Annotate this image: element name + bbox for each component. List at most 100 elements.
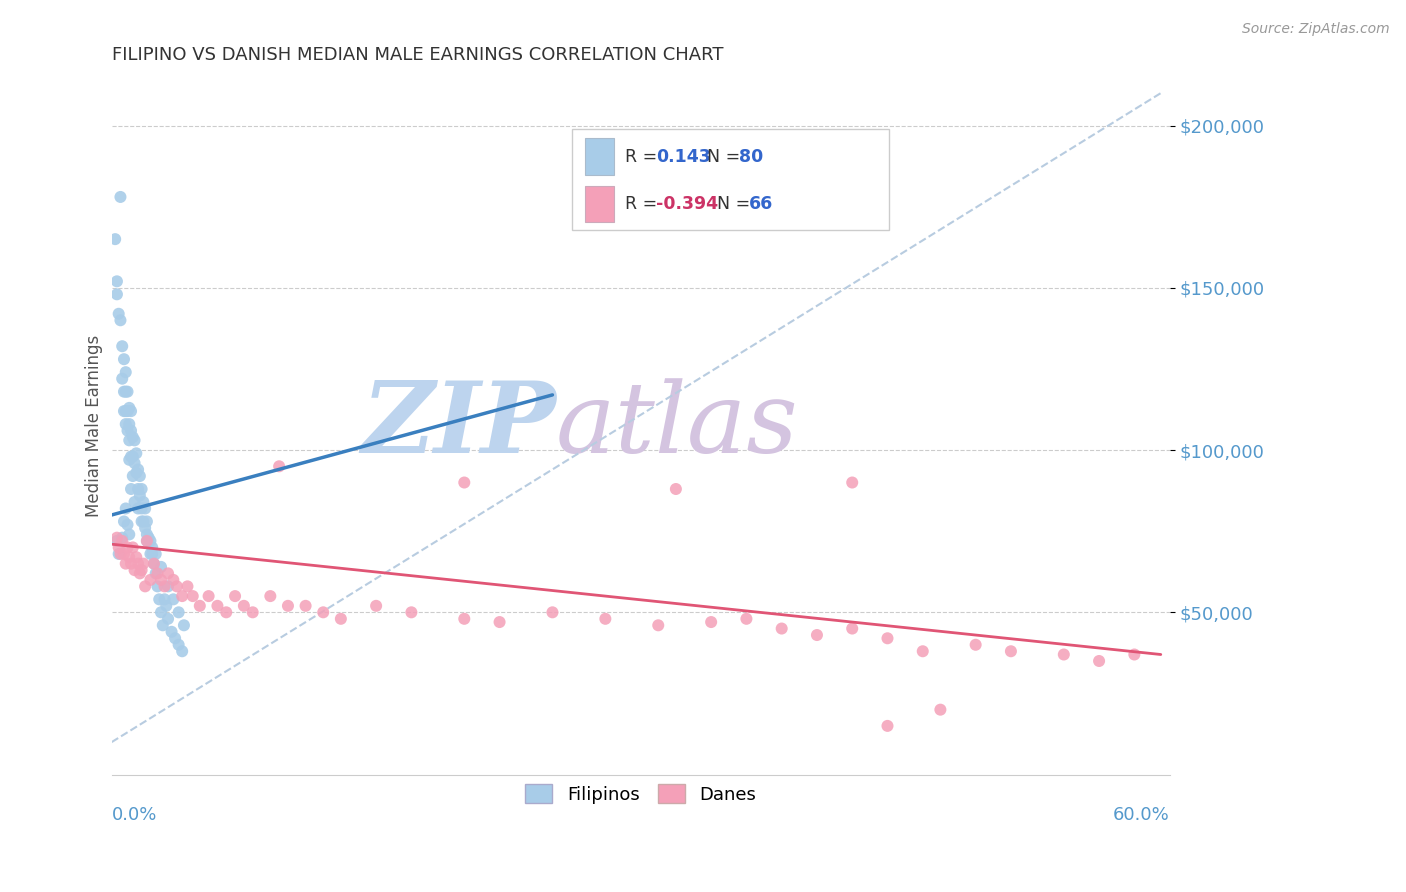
Point [157,579,180,593]
Point [112,404,135,418]
Text: N =: N = [717,195,755,213]
Point [105,287,128,301]
Point [876,632,898,646]
Point [112,352,135,367]
Point [138,531,160,545]
Point [181,589,204,603]
Point [117,384,139,399]
Bar [585,186,614,222]
Point [142,557,165,571]
Point [911,644,934,658]
Point [1088,654,1111,668]
Point [157,612,180,626]
Point [114,365,136,379]
Point [118,401,141,415]
Text: 80: 80 [740,147,763,166]
Text: R =: R = [624,195,662,213]
Point [117,517,139,532]
Point [242,605,264,619]
Point [112,384,135,399]
Point [112,515,135,529]
Y-axis label: Median Male Earnings: Median Male Earnings [86,334,103,516]
Text: R =: R = [624,147,662,166]
Bar [585,138,614,175]
Point [153,592,176,607]
Point [876,719,898,733]
Point [150,605,173,619]
Point [155,599,177,613]
Point [647,618,669,632]
Point [132,515,155,529]
Point [120,557,142,571]
Point [224,589,246,603]
Point [215,605,238,619]
Point [329,612,352,626]
Text: Source: ZipAtlas.com: Source: ZipAtlas.com [1241,22,1389,37]
Point [114,417,136,431]
Point [105,531,128,545]
Point [841,622,863,636]
Point [172,589,194,603]
Point [1053,648,1076,662]
Point [125,466,148,480]
Point [111,372,134,386]
Point [146,566,169,581]
Point [127,482,149,496]
Point [735,612,758,626]
Point [114,501,136,516]
Point [124,563,146,577]
Point [135,533,157,548]
Point [128,469,150,483]
Point [188,599,211,613]
Point [105,274,128,288]
Point [118,527,141,541]
Point [401,605,423,619]
Text: N =: N = [707,147,747,166]
Point [131,482,153,496]
Point [139,573,162,587]
Point [131,515,153,529]
Point [124,434,146,448]
Legend: Filipinos, Danes: Filipinos, Danes [517,777,763,811]
Point [104,232,127,246]
Point [453,475,475,490]
Text: atlas: atlas [555,378,799,474]
Point [665,482,688,496]
Point [125,446,148,460]
Point [965,638,987,652]
Point [165,632,187,646]
Point [277,599,299,613]
Point [114,384,136,399]
Point [1000,644,1022,658]
Point [153,579,176,593]
Point [117,404,139,418]
Point [167,605,190,619]
Text: ZIP: ZIP [361,377,555,474]
Point [135,527,157,541]
Point [120,424,142,438]
Point [453,612,475,626]
Point [207,599,229,613]
Point [173,618,195,632]
Point [160,624,183,639]
Point [139,547,162,561]
Point [107,547,129,561]
Point [117,424,139,438]
Point [107,307,129,321]
Point [366,599,388,613]
Point [127,557,149,571]
Text: -0.394: -0.394 [657,195,718,213]
Point [118,434,141,448]
Point [112,547,135,561]
Point [114,557,136,571]
Point [110,313,132,327]
Point [166,579,188,593]
Point [117,541,139,555]
Point [595,612,617,626]
Point [197,589,219,603]
Point [125,550,148,565]
Text: 0.0%: 0.0% [111,806,157,824]
Point [118,417,141,431]
Text: 66: 66 [748,195,773,213]
Point [146,579,169,593]
